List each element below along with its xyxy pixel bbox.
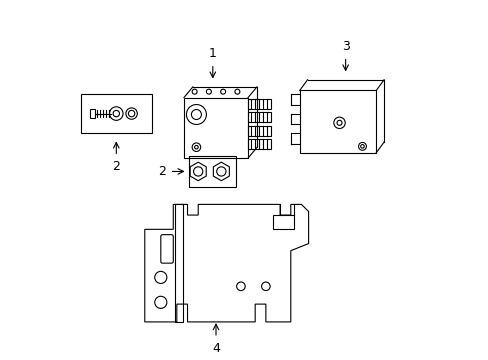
Bar: [272, 215, 294, 229]
Text: 4: 4: [212, 342, 220, 355]
Bar: [247, 139, 271, 149]
Bar: [175, 204, 183, 322]
Bar: [247, 112, 271, 122]
Text: 2: 2: [112, 160, 120, 173]
Bar: [247, 126, 271, 136]
Bar: [189, 156, 235, 186]
Text: 3: 3: [341, 40, 349, 53]
Text: 1: 1: [208, 47, 216, 60]
Bar: [247, 99, 271, 109]
Bar: [89, 109, 95, 118]
Bar: [81, 94, 152, 133]
Text: 2: 2: [158, 165, 166, 178]
Bar: [183, 98, 247, 158]
Bar: [299, 90, 375, 153]
